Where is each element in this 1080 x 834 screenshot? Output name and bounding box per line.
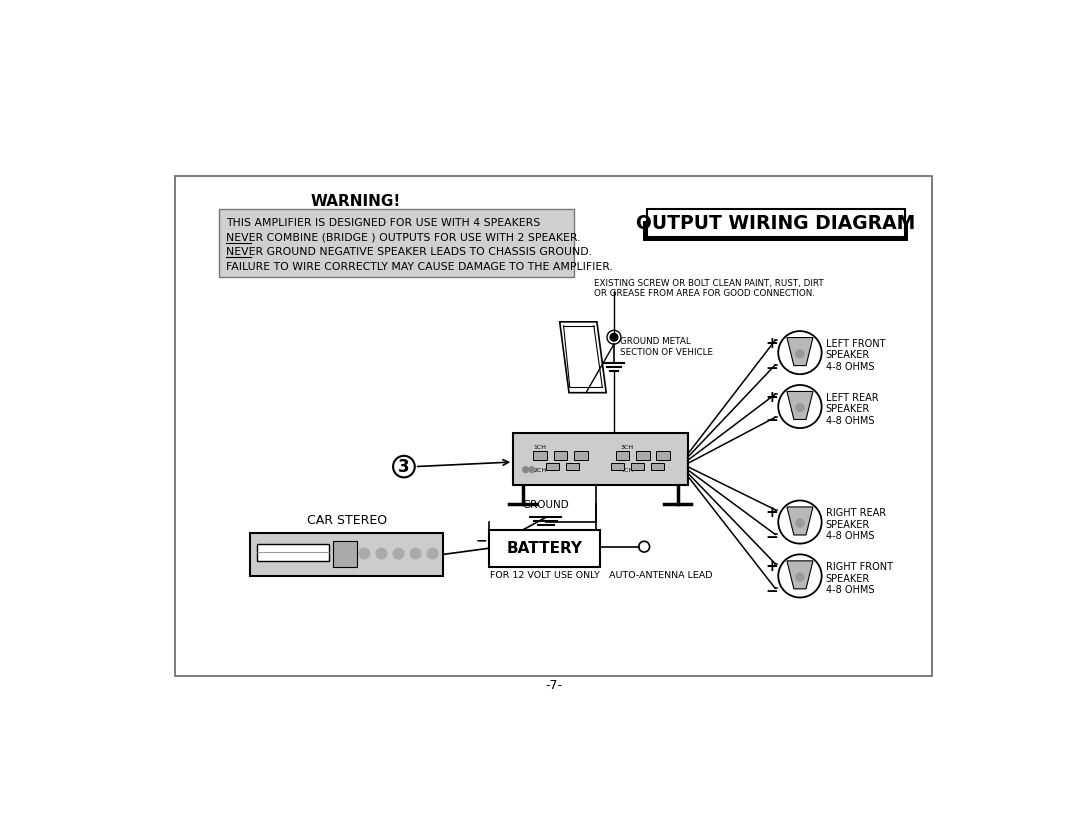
Circle shape [410, 548, 421, 559]
Bar [489, 530, 600, 566]
Text: NEVER GROUND NEGATIVE SPEAKER LEADS TO CHASSIS GROUND.: NEVER GROUND NEGATIVE SPEAKER LEADS TO C… [226, 247, 592, 257]
Circle shape [796, 573, 805, 581]
Text: −: − [475, 534, 487, 547]
Text: +: + [765, 560, 778, 574]
Text: EXISTING SCREW OR BOLT CLEAN PAINT, RUST, DIRT
OR GREASE FROM AREA FOR GOOD CONN: EXISTING SCREW OR BOLT CLEAN PAINT, RUST… [594, 279, 824, 298]
Text: +: + [765, 389, 778, 404]
Circle shape [796, 349, 805, 358]
Text: 2CH: 2CH [534, 468, 546, 473]
Bar [644, 221, 908, 241]
Bar [573, 451, 588, 460]
Bar [651, 463, 664, 470]
Circle shape [376, 548, 387, 559]
Circle shape [428, 548, 438, 559]
Bar [175, 175, 932, 676]
Bar [534, 451, 548, 460]
Text: −: − [765, 413, 778, 428]
Circle shape [796, 404, 805, 412]
Circle shape [529, 466, 535, 473]
Text: LEFT REAR
SPEAKER
4-8 OHMS: LEFT REAR SPEAKER 4-8 OHMS [825, 393, 878, 426]
Text: 4CH: 4CH [621, 468, 634, 473]
Text: AUTO-ANTENNA LEAD: AUTO-ANTENNA LEAD [609, 571, 713, 580]
Polygon shape [787, 338, 813, 365]
Text: +: + [765, 505, 778, 520]
Text: −: − [765, 584, 778, 599]
Polygon shape [787, 507, 813, 535]
Bar [647, 209, 905, 237]
Text: 3: 3 [399, 458, 409, 475]
Text: −: − [765, 360, 778, 375]
Bar [545, 463, 559, 470]
Bar [656, 451, 670, 460]
Polygon shape [559, 322, 606, 393]
Bar [334, 540, 356, 566]
Bar [631, 463, 644, 470]
Bar [616, 451, 630, 460]
Text: WARNING!: WARNING! [311, 194, 401, 209]
Text: CAR STEREO: CAR STEREO [307, 514, 387, 526]
Circle shape [610, 334, 618, 341]
Text: FOR 12 VOLT USE ONLY: FOR 12 VOLT USE ONLY [489, 571, 599, 580]
Bar [249, 533, 444, 576]
Text: THIS AMPLIFIER IS DESIGNED FOR USE WITH 4 SPEAKERS: THIS AMPLIFIER IS DESIGNED FOR USE WITH … [226, 218, 540, 228]
Circle shape [523, 466, 529, 473]
Circle shape [796, 519, 805, 527]
Text: 1CH: 1CH [534, 445, 546, 450]
Polygon shape [787, 391, 813, 420]
Bar [554, 451, 567, 460]
Text: RIGHT FRONT
SPEAKER
4-8 OHMS: RIGHT FRONT SPEAKER 4-8 OHMS [825, 562, 892, 595]
Polygon shape [787, 560, 813, 589]
Circle shape [359, 548, 369, 559]
Text: −: − [765, 530, 778, 545]
Circle shape [393, 548, 404, 559]
Bar [636, 451, 649, 460]
Text: LEFT FRONT
SPEAKER
4-8 OHMS: LEFT FRONT SPEAKER 4-8 OHMS [825, 339, 885, 372]
Text: GROUND METAL
SECTION OF VEHICLE: GROUND METAL SECTION OF VEHICLE [620, 337, 713, 357]
Text: OUTPUT WIRING DIAGRAM: OUTPUT WIRING DIAGRAM [636, 214, 916, 233]
Text: GROUND: GROUND [523, 500, 569, 510]
Bar [257, 544, 328, 560]
Bar [218, 209, 573, 277]
Text: +: + [765, 336, 778, 351]
Bar [611, 463, 624, 470]
Text: RIGHT REAR
SPEAKER
4-8 OHMS: RIGHT REAR SPEAKER 4-8 OHMS [825, 508, 886, 541]
Text: 3CH: 3CH [621, 445, 634, 450]
Bar [566, 463, 579, 470]
Text: -7-: -7- [545, 679, 562, 692]
Text: FAILURE TO WIRE CORRECTLY MAY CAUSE DAMAGE TO THE AMPLIFIER.: FAILURE TO WIRE CORRECTLY MAY CAUSE DAMA… [226, 262, 612, 272]
Bar [513, 433, 688, 485]
Text: BATTERY: BATTERY [507, 540, 582, 555]
Text: NEVER COMBINE (BRIDGE ) OUTPUTS FOR USE WITH 2 SPEAKER.: NEVER COMBINE (BRIDGE ) OUTPUTS FOR USE … [226, 233, 580, 243]
